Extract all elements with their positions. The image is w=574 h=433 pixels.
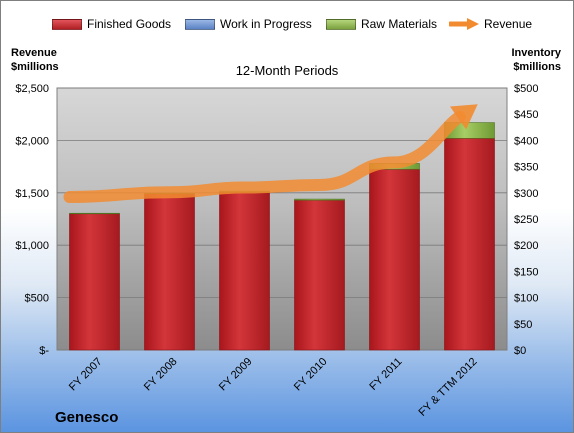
left-tick-label: $1,500 — [15, 188, 49, 200]
right-axis-ticks: $0 $50 $100 $150 $200 $250 $300 $350 $400 $450 $50… — [514, 83, 538, 357]
legend: Finished Goods Work in Progress Raw Mate… — [1, 17, 573, 33]
left-tick-label: $1,000 — [15, 240, 49, 252]
plot-area — [56, 87, 508, 351]
right-tick-label: $150 — [514, 266, 538, 278]
right-tick-label: $0 — [514, 345, 526, 357]
bar-finished-goods — [444, 138, 495, 351]
left-axis-title-line2: $millions — [11, 61, 59, 73]
revenue-line-path — [63, 110, 466, 203]
legend-label-work-in-progress: Work in Progress — [220, 17, 312, 31]
bar-finished-goods — [369, 168, 420, 351]
left-axis-ticks: $- $500 $1,000 $1,500 $2,000 $2,500 — [15, 83, 49, 357]
right-tick-label: $450 — [514, 109, 538, 121]
category-labels: FY 2007 FY 2008 FY 2009 FY 2010 FY 2011 FY & … — [67, 356, 480, 419]
left-tick-label: $2,500 — [15, 83, 49, 95]
right-tick-label: $50 — [514, 319, 532, 331]
legend-item-revenue: Revenue — [449, 17, 532, 31]
legend-label-raw-materials: Raw Materials — [361, 17, 438, 31]
left-axis-title: Revenue $millions — [11, 46, 59, 74]
right-tick-label: $250 — [514, 214, 538, 226]
legend-swatch-finished-goods — [52, 18, 82, 30]
legend-swatch-work-in-progress — [185, 18, 215, 30]
bar-raw-materials — [294, 198, 345, 201]
right-axis-title-line2: $millions — [513, 61, 561, 73]
revenue-arrowhead — [450, 104, 478, 130]
left-tick-label: $500 — [25, 293, 49, 305]
bar-finished-goods — [219, 191, 270, 351]
legend-arrow-revenue — [449, 18, 479, 30]
right-tick-label: $500 — [514, 83, 538, 95]
right-tick-label: $100 — [514, 293, 538, 305]
category-label: FY 2008 — [142, 356, 180, 394]
legend-label-revenue: Revenue — [484, 17, 533, 31]
right-axis-title: Inventory $millions — [511, 46, 561, 74]
category-label: FY 2010 — [292, 356, 330, 394]
bar-finished-goods — [144, 193, 195, 351]
left-axis-title-line1: Revenue — [11, 47, 57, 59]
legend-item-raw-materials: Raw Materials — [326, 17, 437, 31]
bar-finished-goods — [69, 213, 120, 351]
right-axis-title-line1: Inventory — [511, 47, 561, 59]
category-label: FY 2009 — [217, 356, 255, 394]
legend-item-work-in-progress: Work in Progress — [185, 17, 312, 31]
bar-raw-materials — [69, 212, 120, 215]
left-tick-label: $2,000 — [15, 135, 49, 147]
right-tick-label: $300 — [514, 188, 538, 200]
legend-swatch-raw-materials — [326, 18, 356, 30]
right-tick-label: $350 — [514, 162, 538, 174]
right-tick-label: $200 — [514, 240, 538, 252]
bar-finished-goods — [294, 199, 345, 351]
left-tick-label: $- — [39, 345, 49, 357]
category-label: FY 2011 — [367, 356, 404, 393]
chart-subtitle: 12-Month Periods — [235, 63, 339, 78]
category-label: FY & TTM 2012 — [417, 356, 480, 419]
company-name: Genesco — [55, 409, 119, 426]
bars — [69, 122, 495, 351]
right-tick-label: $400 — [514, 135, 538, 147]
revenue-line — [63, 104, 478, 203]
legend-label-finished-goods: Finished Goods — [87, 17, 172, 31]
category-label: FY 2007 — [67, 356, 105, 394]
legend-item-finished-goods: Finished Goods — [52, 17, 171, 31]
